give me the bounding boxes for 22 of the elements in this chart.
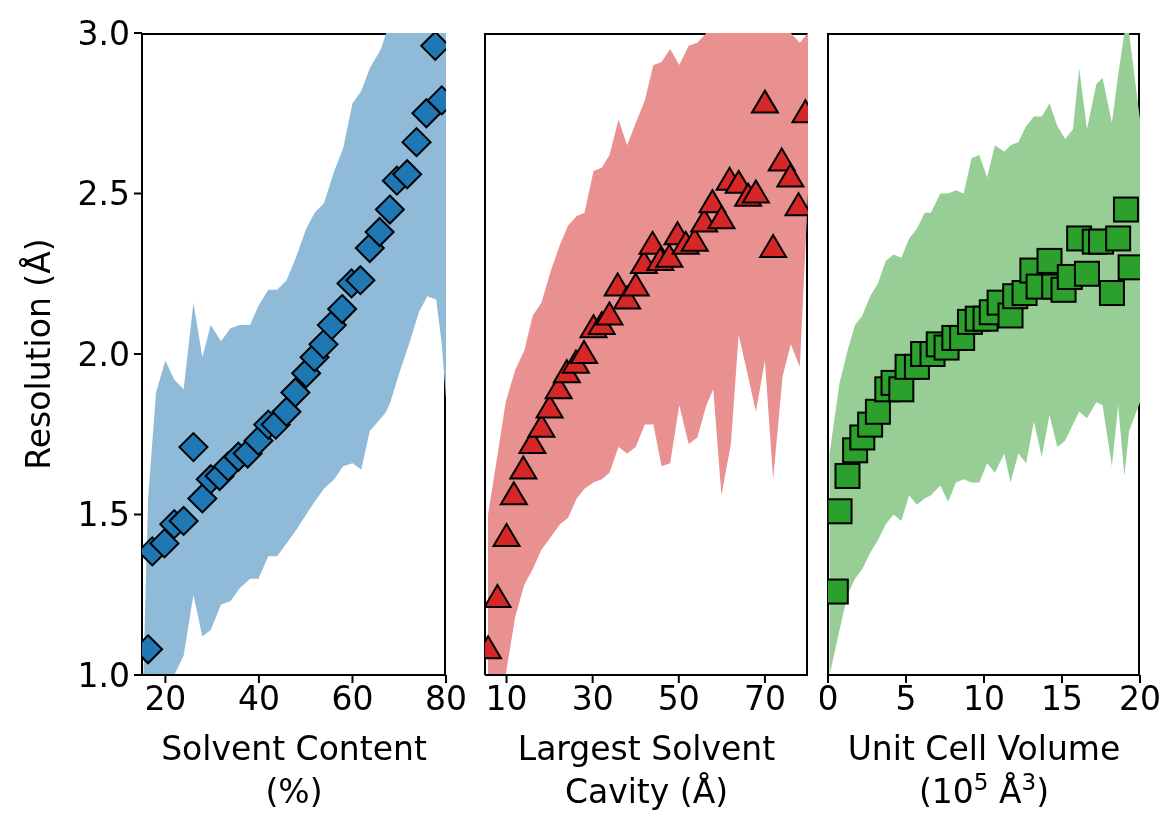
y-axis-title: Resolution (Å) [17,238,58,470]
x-tick-label: 80 [425,679,467,719]
x-tick-label: 60 [331,679,374,719]
x-tick-label: 20 [1119,679,1160,719]
y-tick-label: 1.5 [77,495,130,535]
x-tick-label: 40 [237,679,280,719]
y-tick-label: 1.0 [77,655,130,695]
y-tick-label: 2.0 [77,334,130,374]
x-tick-label: 0 [817,679,839,719]
x-tick-label: 10 [963,679,1005,719]
x-tick-label: 30 [571,679,614,719]
x-tick-label: 20 [144,679,187,719]
y-tick-label: 2.5 [77,174,130,214]
x-tick-label: 15 [1041,679,1083,719]
y-tick-label: 3.0 [77,13,130,53]
x-axis-title: Solvent Content (%) [161,729,427,811]
x-axis-title: Largest Solvent Cavity (Å) [517,729,776,811]
x-tick-label: 50 [657,679,700,719]
x-axis-title: Unit Cell Volume (10$^{5}$ Å$^{3}$) [847,729,1121,811]
x-tick-label: 70 [743,679,786,719]
x-tick-label: 5 [895,679,917,719]
x-tick-label: 10 [485,679,528,719]
